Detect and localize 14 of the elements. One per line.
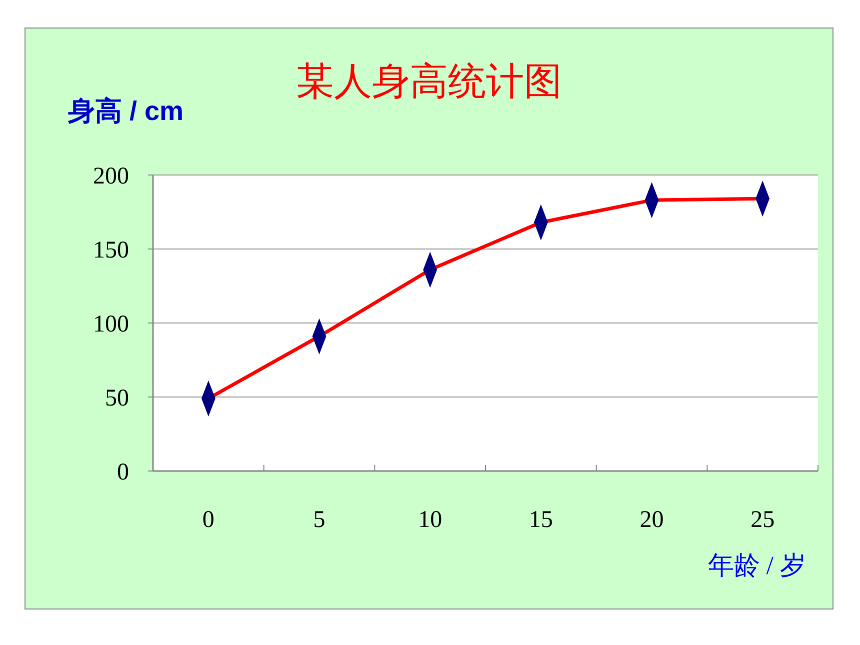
x-tick-label: 10 — [418, 507, 442, 533]
x-tick-label: 25 — [750, 507, 775, 533]
x-tick-label: 0 — [202, 507, 214, 533]
x-tick-label: 20 — [640, 507, 664, 533]
x-axis-title: 年龄 / 岁 — [708, 551, 806, 580]
x-tick-label: 15 — [528, 507, 553, 533]
y-tick-label: 100 — [93, 311, 129, 338]
chart-title: 某人身高统计图 — [296, 61, 562, 103]
y-tick-label: 150 — [93, 237, 129, 264]
y-tick-label: 0 — [117, 459, 129, 486]
y-tick-label: 50 — [105, 385, 129, 412]
x-tick-label: 5 — [313, 507, 326, 533]
y-axis-title: 身高 / cm — [67, 96, 184, 126]
y-tick-label: 200 — [93, 163, 129, 190]
